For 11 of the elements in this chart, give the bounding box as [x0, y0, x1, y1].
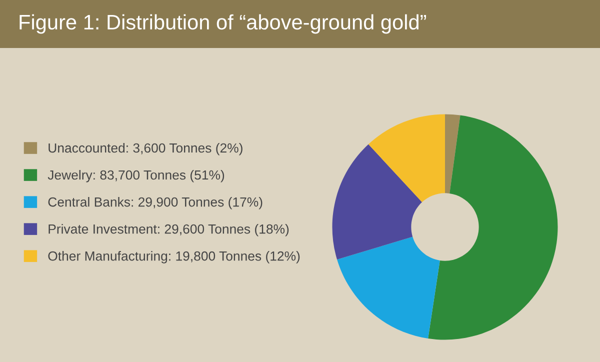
legend-label: Other Manufacturing: 19,800 Tonnes (12%): [48, 251, 300, 264]
chart-title: Figure 1: Distribution of “above-ground gold”: [20, 14, 426, 34]
donut-slice: [445, 114, 460, 194]
legend-label: Central Banks: 29,900 Tonnes (17%): [48, 197, 262, 210]
legend-label: Unaccounted: 3,600 Tonnes (2%): [48, 142, 242, 156]
donut-slice: [428, 115, 558, 340]
legend-label: Jewelry: 83,700 Tonnes (51%): [48, 170, 224, 182]
donut-slice: [337, 236, 440, 338]
legend-label: Private Investment: 29,600 Tonnes (18%): [48, 224, 289, 236]
donut-slice: [368, 114, 445, 202]
donut-slice: [332, 144, 422, 260]
